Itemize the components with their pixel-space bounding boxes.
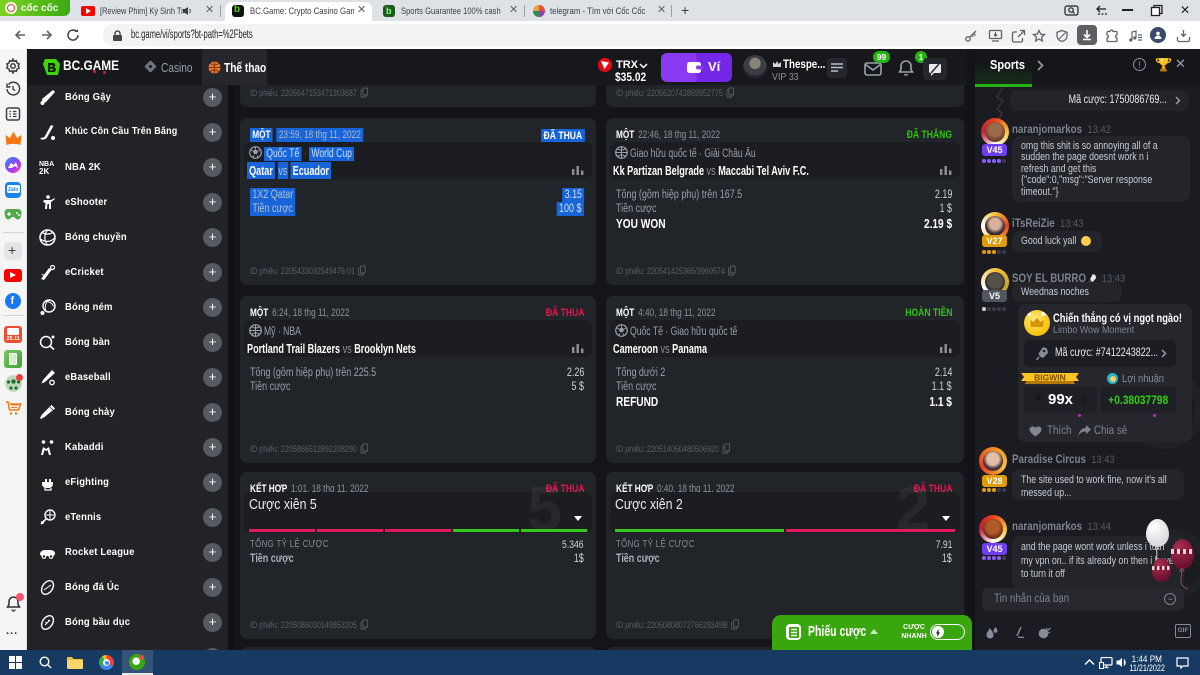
svg-text:BIGWIN: BIGWIN — [1034, 373, 1066, 383]
svg-text:2K: 2K — [39, 167, 49, 176]
svg-text:NBA: NBA — [39, 161, 54, 168]
